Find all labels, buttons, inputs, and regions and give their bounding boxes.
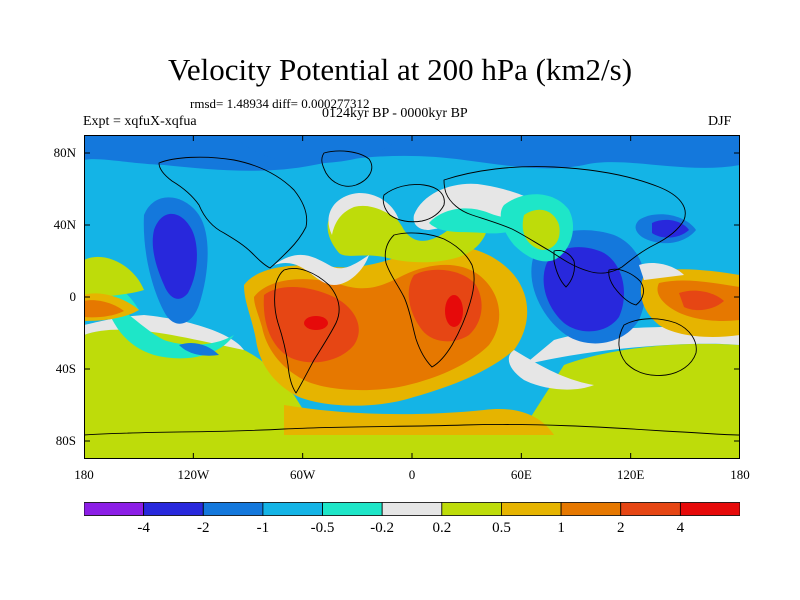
colorbar-swatch — [202, 502, 264, 516]
antarctica-outline — [84, 424, 740, 436]
colorbar-level-label: 4 — [676, 520, 685, 536]
x-tick-label: 60E — [510, 467, 532, 482]
southeast-asia-outline — [608, 268, 644, 306]
figure-title: Velocity Potential at 200 hPa (km2/s) — [167, 52, 633, 87]
x-tick-label: 180 — [730, 467, 750, 482]
colorbar-level-label: 1 — [557, 520, 565, 536]
y-tick-label: 80S — [55, 433, 76, 448]
colorbar-swatch — [143, 502, 204, 516]
experiment-label: Expt = xqfuX-xqfua — [83, 114, 197, 129]
colorbar-swatch — [679, 502, 740, 516]
colorbar-swatch — [84, 502, 145, 516]
colorbar-level-label: -4 — [137, 520, 150, 536]
colorbar-level-label: -1 — [256, 520, 270, 536]
europe-outline — [382, 184, 445, 223]
x-tick-label: 60W — [290, 467, 316, 482]
season-label: DJF — [708, 114, 732, 129]
y-tick-label: 40N — [53, 217, 76, 232]
colorbar-level-label: 0.2 — [432, 520, 452, 536]
x-tick-label: 0 — [408, 467, 416, 482]
x-tick-label: 180 — [74, 467, 94, 482]
colorbar-swatch — [620, 502, 681, 516]
colorbar-swatch — [441, 502, 502, 516]
colorbar — [84, 502, 740, 516]
greenland-outline — [321, 150, 373, 187]
colorbar-swatch — [322, 502, 383, 516]
colorbar-swatch — [262, 502, 323, 516]
south-america-outline — [274, 268, 340, 394]
velocity-potential-map — [84, 135, 740, 459]
colorbar-level-label: -0.5 — [310, 520, 335, 536]
colorbar-level-label: -2 — [197, 520, 210, 536]
y-tick-label: 0 — [69, 289, 77, 304]
india-outline — [553, 250, 575, 288]
axis-tick-marks — [84, 135, 740, 459]
y-tick-label: 80N — [53, 145, 76, 160]
colorbar-swatch — [381, 502, 443, 516]
x-tick-label: 120E — [616, 467, 645, 482]
colorbar-swatch — [560, 502, 622, 516]
north-america-outline — [158, 156, 308, 269]
x-tick-label: 120W — [177, 467, 210, 482]
colorbar-level-label: 0.5 — [492, 520, 511, 536]
colorbar-level-label: 2 — [616, 520, 625, 536]
y-tick-label: 40S — [55, 361, 76, 376]
contour-fill-layer — [84, 135, 740, 459]
africa-outline — [384, 232, 475, 368]
colorbar-swatch — [501, 502, 562, 516]
colorbar-level-label: -0.2 — [370, 520, 395, 536]
stats-text: rmsd= 1.48934 diff= 0.000277312 — [190, 96, 370, 111]
period-label: 0124kyr BP - 0000kyr BP — [322, 106, 468, 121]
australia-outline — [618, 318, 697, 376]
coastlines — [84, 150, 740, 436]
